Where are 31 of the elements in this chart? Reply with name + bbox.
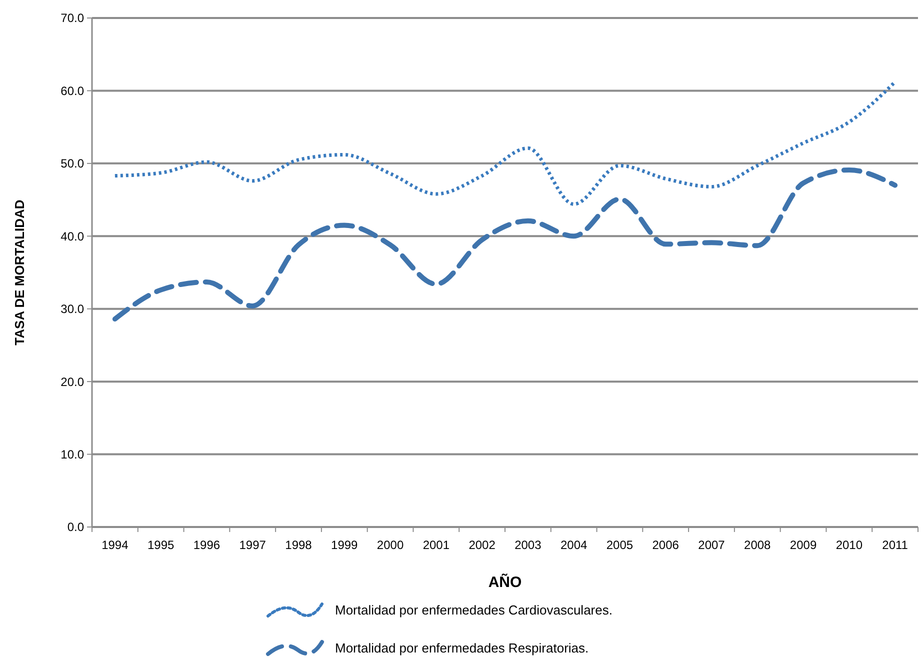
y-tick-label: 30.0 <box>60 302 84 316</box>
line-series <box>113 80 897 206</box>
y-tick-label: 50.0 <box>60 156 84 171</box>
x-tick-label: 2009 <box>790 538 817 552</box>
x-tick-label: 2010 <box>836 538 863 552</box>
x-tick-label: 1997 <box>239 538 266 552</box>
x-tick-label: 2002 <box>468 538 496 552</box>
y-tick-label: 0.0 <box>67 520 84 534</box>
x-tick-label: 2003 <box>514 538 542 552</box>
y-tick-label: 60.0 <box>60 84 84 98</box>
x-tick-label: 1998 <box>285 538 312 552</box>
legend-label: Mortalidad por enfermedades Cardiovasculares. <box>335 602 612 618</box>
y-tick-label: 10.0 <box>60 447 84 462</box>
x-tick-label: 2000 <box>376 538 404 552</box>
legend-label: Mortalidad por enfermedades Respiratorias. <box>335 640 589 656</box>
x-axis-title: AÑO <box>488 573 522 591</box>
y-tick-label: 70.0 <box>60 11 84 26</box>
y-tick-label: 40.0 <box>60 229 84 244</box>
x-tick-label: 2008 <box>744 538 772 552</box>
y-tick-label: 20.0 <box>60 374 84 389</box>
x-tick-label: 1994 <box>102 538 129 552</box>
x-tick-label: 1999 <box>331 538 358 552</box>
y-axis-title: TASA DE MORTALIDAD <box>12 200 27 346</box>
x-tick-label: 1995 <box>147 538 175 552</box>
x-tick-label: 2006 <box>652 538 680 552</box>
x-tick-label: 2001 <box>422 538 450 552</box>
x-tick-label: 2011 <box>882 538 908 552</box>
x-tick-label: 2007 <box>698 538 726 552</box>
x-tick-label: 2005 <box>606 538 634 552</box>
x-tick-label: 1996 <box>193 538 220 552</box>
x-tick-label: 2004 <box>560 538 588 552</box>
